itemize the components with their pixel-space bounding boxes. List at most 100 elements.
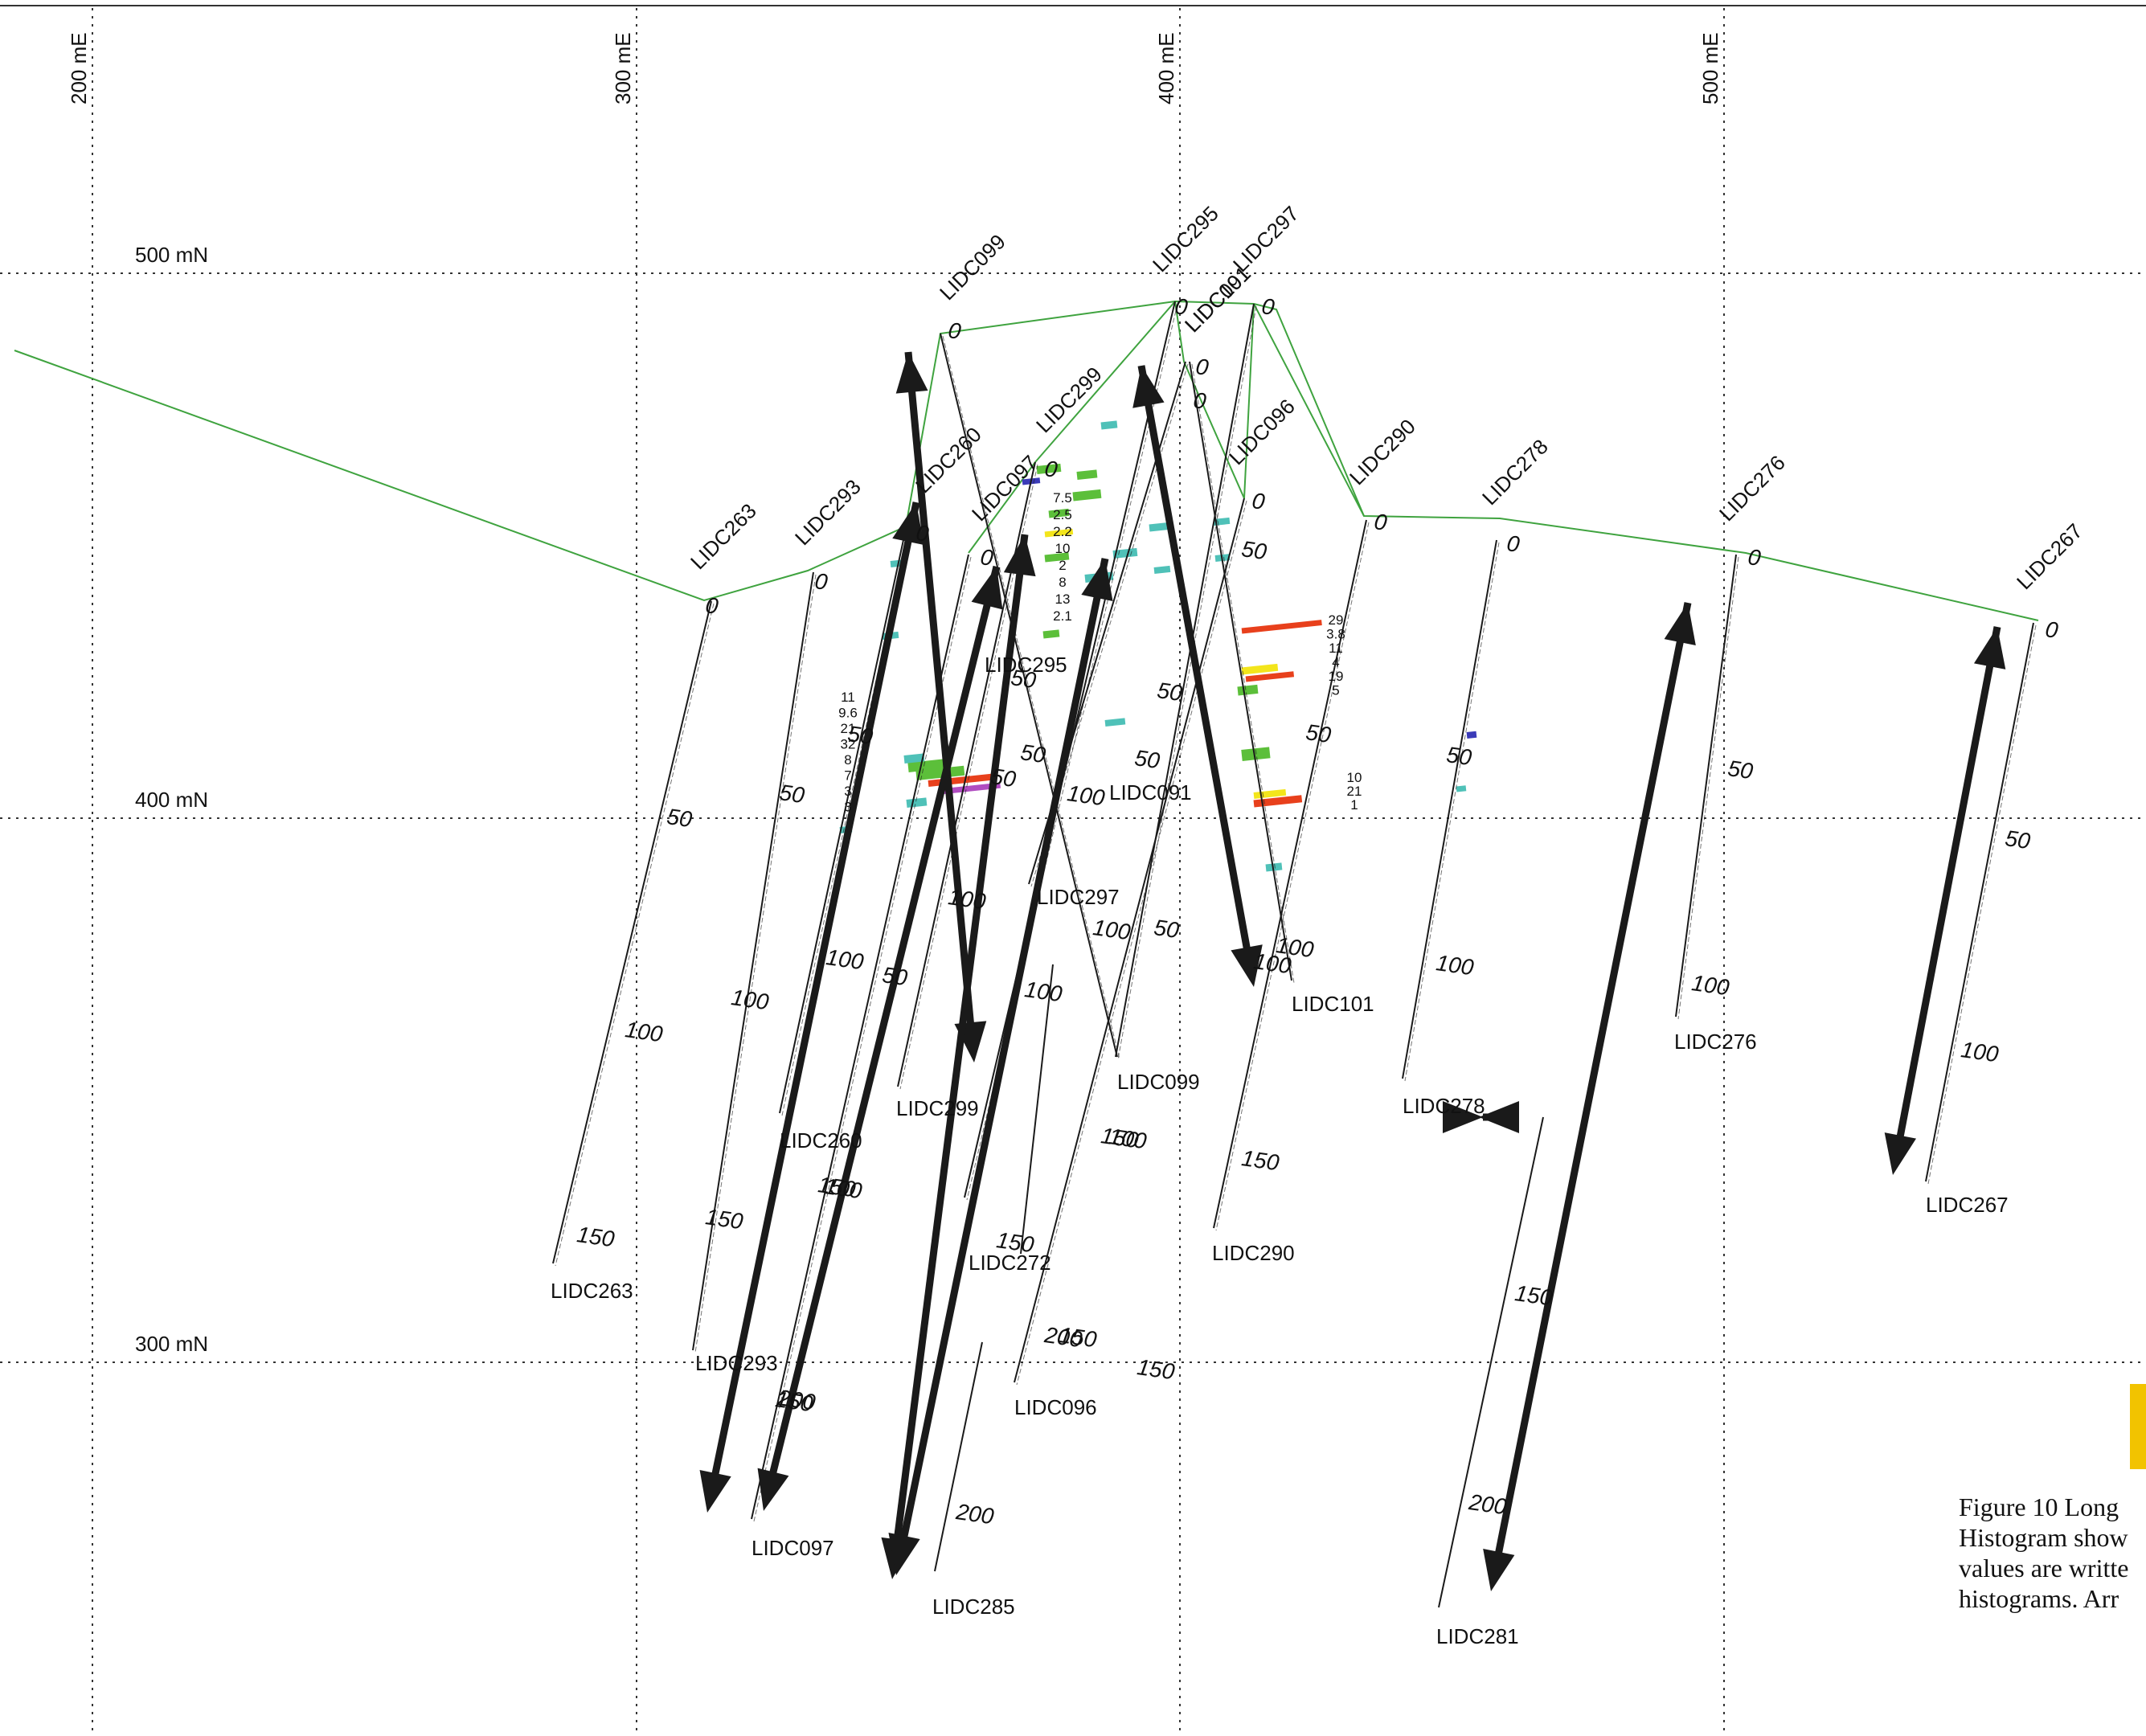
histogram-bar: [1245, 671, 1295, 682]
drill-hole-trace-shadow: [1927, 624, 2037, 1185]
depth-tick-label: 200: [1042, 1322, 1084, 1352]
easting-label: 200 mE: [67, 32, 91, 104]
assay-value-lidc299: 2.1: [1053, 608, 1072, 624]
depth-tick-label: 0: [813, 568, 829, 595]
depth-tick-label: 50: [2004, 825, 2033, 854]
depth-tick-label: 100: [1690, 970, 1731, 1000]
drill-hole-trace-shadow: [1677, 556, 1739, 1020]
histogram-bar: [1241, 747, 1271, 761]
histogram-bar: [1466, 731, 1477, 739]
depth-tick-label: 50: [1153, 915, 1182, 943]
assay-value-lidc299: 7.5: [1053, 490, 1072, 506]
histogram-bar: [1253, 795, 1303, 808]
assay-value-lidc299: 13: [1055, 592, 1071, 607]
drill-hole-trace: [940, 333, 1118, 1058]
histogram-bar: [1044, 552, 1070, 563]
histogram-bar: [1042, 629, 1060, 639]
direction-arrowhead: [1132, 366, 1165, 408]
assay-value-lidc101-lower: 21: [1347, 784, 1362, 799]
direction-arrowhead: [1973, 627, 2006, 669]
drill-hole-trace-shadow: [753, 556, 972, 1522]
direction-arrow-shaft: [1894, 626, 2001, 1153]
northing-label: 300 mN: [135, 1332, 208, 1356]
direction-arrow-shaft: [708, 502, 920, 1490]
assay-value-lidc101: 4: [1332, 655, 1339, 670]
easting-label: 300 mE: [611, 32, 635, 104]
assay-value-lidc101: 3.8: [1326, 627, 1345, 642]
assay-value-lidc101: 29: [1329, 612, 1344, 628]
histogram-bar: [940, 782, 1001, 795]
direction-arrowhead: [892, 502, 924, 546]
hole-end-label: LIDC267: [1926, 1193, 2009, 1217]
depth-tick-label: 200: [954, 1499, 996, 1529]
depth-tick-label: 150: [1513, 1280, 1554, 1310]
drill-hole-trace-shadow: [1117, 305, 1257, 1060]
depth-tick-label: 150: [1100, 1123, 1141, 1153]
histogram-bar: [1036, 463, 1062, 474]
histogram-bar: [1072, 489, 1102, 502]
histogram-bar: [1241, 663, 1279, 675]
depth-tick-label: 50: [1304, 719, 1333, 747]
histogram-bar: [1044, 528, 1074, 538]
direction-arrowhead: [757, 1468, 789, 1511]
depth-tick-label: 0: [1043, 456, 1059, 482]
northing-label: 400 mN: [135, 788, 208, 812]
histogram-bar: [1112, 547, 1138, 559]
direction-arrowhead: [1443, 1101, 1483, 1133]
direction-arrowhead: [1479, 1101, 1519, 1133]
direction-arrowhead: [1081, 559, 1113, 602]
hole-collar-label: LIDC299: [1031, 362, 1107, 437]
assay-value-lidc260: 32: [841, 737, 856, 752]
histogram-bar: [1213, 517, 1231, 526]
hole-end-label: LIDC299: [896, 1096, 979, 1120]
depth-tick-label: 150: [817, 1172, 858, 1202]
depth-tick-label: 0: [1747, 544, 1763, 571]
assay-value-lidc299: 8: [1059, 575, 1066, 590]
direction-arrowhead: [1884, 1132, 1917, 1175]
hole-collar-label: LIDC276: [1714, 450, 1790, 526]
drill-hole-trace-shadow: [1191, 363, 1295, 984]
direction-arrowhead: [699, 1469, 731, 1513]
drill-hole-trace-shadow: [1016, 500, 1247, 1386]
northing-label: 500 mN: [135, 243, 208, 267]
section-line-spur: [1243, 303, 1255, 499]
depth-tick-label: 50: [881, 962, 910, 990]
histogram-bar: [1456, 785, 1467, 792]
depth-tick-label: 200: [776, 1385, 817, 1415]
depth-tick-label: 50: [1019, 739, 1048, 768]
drill-hole-trace-shadow: [942, 335, 1120, 1060]
direction-arrowhead: [1483, 1549, 1515, 1591]
assay-value-lidc101-lower: 1: [1350, 797, 1358, 813]
direction-arrow-shaft: [1137, 365, 1254, 964]
depth-tick-label: 0: [2044, 616, 2060, 643]
depth-tick-label: 50: [666, 804, 694, 832]
assay-value-lidc101: 11: [1329, 641, 1343, 656]
section-line-spur: [968, 461, 1036, 554]
depth-tick-label: 100: [823, 1173, 864, 1203]
direction-arrowhead: [1664, 603, 1696, 645]
depth-tick-label: 150: [1058, 1322, 1099, 1352]
assay-value-lidc299: 2.2: [1053, 524, 1072, 539]
caption-line-2: Histogram show: [1959, 1523, 2128, 1552]
histogram-bar: [1048, 508, 1070, 518]
assay-value-lidc260: 21: [841, 721, 856, 736]
drill-hole-trace: [1020, 964, 1054, 1255]
hole-end-label: LIDC263: [551, 1279, 633, 1303]
depth-tick-label: 150: [704, 1204, 745, 1234]
easting-label: 500 mE: [1698, 32, 1722, 104]
hole-end-label: LIDC278: [1403, 1094, 1485, 1118]
drill-hole-trace: [552, 600, 712, 1264]
drill-hole-trace: [751, 554, 969, 1520]
depth-tick-label: 0: [1505, 530, 1521, 557]
histogram-bar: [1149, 522, 1170, 532]
assay-value-lidc260: 3: [844, 800, 851, 815]
depth-tick-label: 0: [1260, 293, 1276, 320]
depth-tick-label: 100: [1091, 915, 1132, 944]
histogram-bar: [1076, 469, 1098, 480]
direction-arrows: [699, 351, 2006, 1591]
depth-tick-label: 0: [979, 544, 995, 571]
caption-line-4: histograms. Arr: [1959, 1584, 2119, 1613]
logo-subtitle: [2130, 1479, 2146, 1485]
direction-arrow-shaft: [765, 565, 1001, 1488]
histogram-bar: [915, 765, 965, 780]
